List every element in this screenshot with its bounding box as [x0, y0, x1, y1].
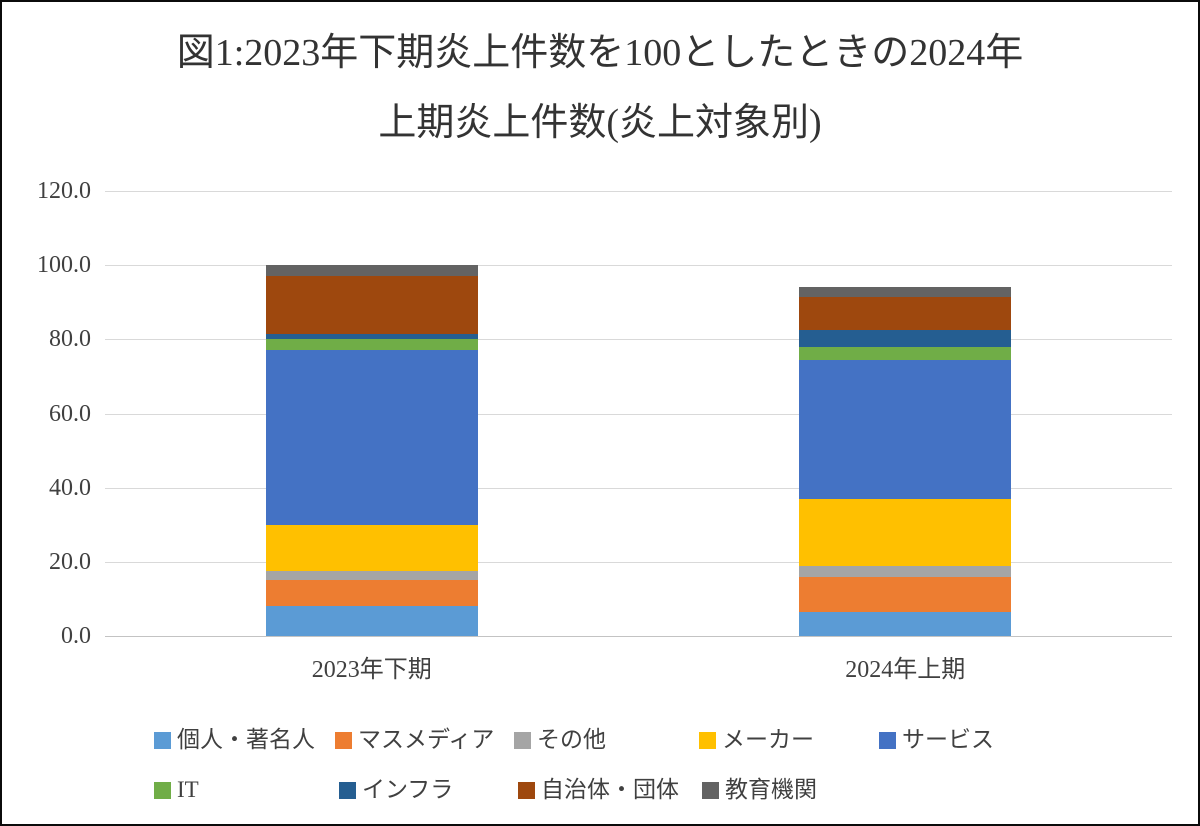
bar-segment-2023年下期-マスメディア: [265, 580, 478, 607]
gridline-80: [105, 339, 1172, 341]
bar-segment-2023年下期-サービス: [265, 350, 478, 525]
bar-segment-2024年上期-その他: [799, 565, 1012, 577]
legend-swatch-icon: [699, 731, 716, 749]
y-tick-label-40.0: 40.0: [49, 474, 91, 501]
y-tick-label-0.0: 0.0: [61, 623, 91, 649]
legend-swatch-icon: [154, 781, 171, 799]
legend-swatch-icon: [335, 731, 352, 749]
gridline-60: [105, 413, 1172, 415]
legend-swatch-icon: [339, 781, 356, 799]
legend-label: 個人・著名人: [177, 727, 315, 752]
legend-swatch-icon: [518, 781, 535, 799]
chart-title-line1: 図1:2023年下期炎上件数を100としたときの2024年: [176, 32, 1024, 74]
bar-segment-2023年下期-インフラ: [265, 333, 478, 340]
legend-label: インフラ: [362, 777, 454, 802]
bar-segment-2023年下期-自治体・団体: [265, 276, 478, 334]
bar-segment-2024年上期-個人・著名人: [799, 611, 1012, 636]
legend-item-サービス: サービス: [879, 726, 994, 754]
legend-swatch-icon: [702, 781, 719, 799]
legend-label: 教育機関: [725, 777, 817, 802]
legend-swatch-icon: [514, 731, 531, 749]
y-tick-label-80.0: 80.0: [49, 326, 91, 353]
legend-label: メーカー: [722, 727, 814, 752]
legend-swatch-icon: [879, 731, 896, 749]
legend-item-メーカー: メーカー: [699, 726, 814, 754]
legend-label: サービス: [902, 727, 994, 752]
y-tick-label-120.0: 120.0: [37, 178, 91, 204]
bar-segment-2023年下期-IT: [265, 339, 478, 351]
chart-title: 図1:2023年下期炎上件数を100としたときの2024年 上期炎上件数(炎上対…: [2, 18, 1198, 158]
bar-segment-2023年下期-その他: [265, 571, 478, 581]
legend-item-その他: その他: [514, 726, 606, 754]
legend-item-自治体・団体: 自治体・団体: [518, 776, 679, 804]
legend-label: マスメディア: [358, 727, 495, 752]
gridline-120: [105, 191, 1172, 192]
plot-area: [105, 191, 1172, 637]
gridline-100: [105, 265, 1172, 267]
bar-segment-2024年上期-インフラ: [799, 330, 1012, 347]
stacked-bar-2024年上期: [799, 191, 1012, 636]
legend-item-個人・著名人: 個人・著名人: [154, 726, 315, 754]
bar-segment-2024年上期-マスメディア: [799, 576, 1012, 612]
stacked-bar-2023年下期: [265, 191, 478, 636]
legend-label: その他: [537, 727, 606, 752]
legend-label: 自治体・団体: [541, 777, 679, 802]
legend-item-IT: IT: [154, 776, 199, 804]
bar-segment-2023年下期-個人・著名人: [265, 606, 478, 636]
y-tick-label-100.0: 100.0: [37, 252, 91, 279]
legend-item-インフラ: インフラ: [339, 776, 453, 804]
y-tick-label-20.0: 20.0: [49, 548, 91, 575]
bar-segment-2024年上期-メーカー: [799, 498, 1012, 566]
bar-segment-2024年上期-教育機関: [799, 287, 1012, 297]
chart-title-line2: 上期炎上件数(炎上対象別): [378, 102, 822, 144]
bar-segment-2023年下期-教育機関: [265, 265, 478, 277]
x-category-label-2023年下期: 2023年下期: [311, 657, 432, 683]
bar-segment-2023年下期-メーカー: [265, 524, 478, 572]
y-tick-label-60.0: 60.0: [49, 400, 91, 427]
x-axis-line: [105, 636, 1172, 637]
bar-segment-2024年上期-サービス: [799, 359, 1012, 499]
bar-segment-2024年上期-IT: [799, 346, 1012, 360]
bar-segment-2024年上期-自治体・団体: [799, 296, 1012, 331]
gridline-40: [105, 487, 1172, 489]
legend-swatch-icon: [154, 731, 171, 749]
x-category-label-2024年上期: 2024年上期: [845, 657, 966, 683]
legend-item-教育機関: 教育機関: [702, 776, 817, 804]
legend-item-マスメディア: マスメディア: [335, 726, 494, 754]
gridline-20: [105, 561, 1172, 563]
legend-label: IT: [177, 777, 199, 802]
